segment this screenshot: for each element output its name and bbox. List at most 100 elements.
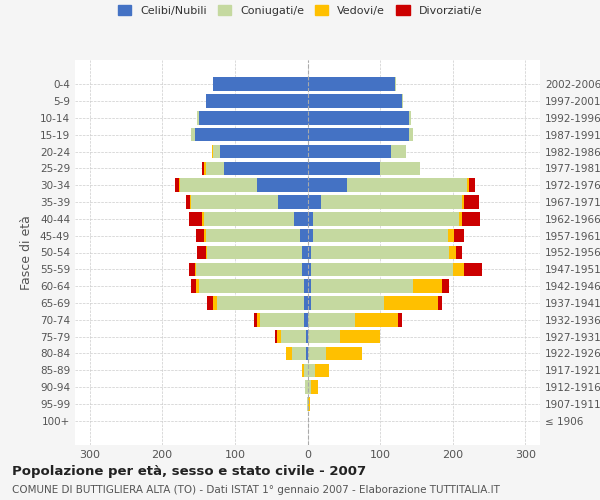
Bar <box>206 246 207 259</box>
Bar <box>311 246 449 259</box>
Bar <box>315 364 329 377</box>
Bar <box>304 313 308 326</box>
Bar <box>308 380 311 394</box>
Text: COMUNE DI BUTTIGLIERA ALTA (TO) - Dati ISTAT 1° gennaio 2007 - Elaborazione TUTT: COMUNE DI BUTTIGLIERA ALTA (TO) - Dati I… <box>12 485 500 495</box>
Bar <box>275 330 277 344</box>
Bar <box>340 330 380 344</box>
Bar <box>196 262 302 276</box>
Bar <box>308 313 355 326</box>
Bar <box>175 178 179 192</box>
Bar <box>306 346 308 360</box>
Bar <box>302 246 308 259</box>
Bar <box>195 128 308 141</box>
Bar <box>260 313 304 326</box>
Bar <box>197 246 206 259</box>
Bar <box>311 280 413 293</box>
Bar <box>304 364 308 377</box>
Bar <box>191 128 195 141</box>
Bar <box>313 229 448 242</box>
Bar <box>189 262 195 276</box>
Bar <box>304 296 308 310</box>
Bar <box>202 212 203 226</box>
Bar <box>464 262 482 276</box>
Bar <box>391 145 406 158</box>
Bar <box>464 196 479 209</box>
Text: Popolazione per età, sesso e stato civile - 2007: Popolazione per età, sesso e stato civil… <box>12 465 366 478</box>
Bar <box>206 229 300 242</box>
Bar <box>409 128 413 141</box>
Bar <box>454 229 464 242</box>
Bar <box>453 262 464 276</box>
Bar <box>286 346 292 360</box>
Bar <box>181 178 257 192</box>
Bar <box>326 346 362 360</box>
Bar <box>308 162 380 175</box>
Bar <box>462 212 481 226</box>
Bar <box>308 246 311 259</box>
Bar <box>313 212 458 226</box>
Bar <box>438 296 442 310</box>
Bar <box>308 229 313 242</box>
Bar <box>190 196 191 209</box>
Bar <box>308 280 311 293</box>
Bar <box>306 330 308 344</box>
Bar <box>257 313 260 326</box>
Bar <box>311 262 453 276</box>
Bar <box>212 145 213 158</box>
Bar <box>442 280 449 293</box>
Bar <box>191 196 278 209</box>
Bar <box>398 313 402 326</box>
Bar <box>449 246 457 259</box>
Bar <box>220 145 308 158</box>
Bar <box>207 246 302 259</box>
Bar <box>205 229 206 242</box>
Bar <box>281 330 306 344</box>
Bar <box>308 178 347 192</box>
Bar <box>308 346 326 360</box>
Bar <box>320 196 462 209</box>
Bar <box>457 246 462 259</box>
Bar <box>308 397 310 410</box>
Bar <box>308 128 409 141</box>
Bar <box>308 212 313 226</box>
Bar <box>467 178 469 192</box>
Legend: Celibi/Nubili, Coniugati/e, Vedovi/e, Divorziati/e: Celibi/Nubili, Coniugati/e, Vedovi/e, Di… <box>113 0 487 20</box>
Bar <box>300 229 308 242</box>
Bar <box>311 380 319 394</box>
Bar <box>196 280 199 293</box>
Bar <box>311 296 384 310</box>
Bar <box>196 229 205 242</box>
Bar <box>179 178 181 192</box>
Bar <box>224 162 308 175</box>
Bar <box>308 364 315 377</box>
Bar <box>347 178 467 192</box>
Bar <box>295 212 308 226</box>
Bar <box>308 196 320 209</box>
Bar <box>458 212 462 226</box>
Bar <box>395 78 396 91</box>
Bar <box>307 397 308 410</box>
Bar <box>206 94 308 108</box>
Bar <box>308 78 395 91</box>
Bar <box>206 162 224 175</box>
Bar <box>278 196 308 209</box>
Bar <box>195 262 196 276</box>
Bar <box>205 162 206 175</box>
Bar <box>413 280 442 293</box>
Y-axis label: Fasce di età: Fasce di età <box>20 215 33 290</box>
Bar <box>409 111 410 124</box>
Bar <box>292 346 306 360</box>
Bar <box>355 313 398 326</box>
Bar <box>304 280 308 293</box>
Bar <box>257 178 308 192</box>
Bar <box>308 296 311 310</box>
Bar <box>202 162 205 175</box>
Bar <box>199 111 308 124</box>
Bar <box>308 330 340 344</box>
Bar <box>308 94 402 108</box>
Bar <box>448 229 454 242</box>
Bar <box>213 145 220 158</box>
Bar <box>305 380 308 394</box>
Bar <box>199 280 304 293</box>
Bar <box>254 313 257 326</box>
